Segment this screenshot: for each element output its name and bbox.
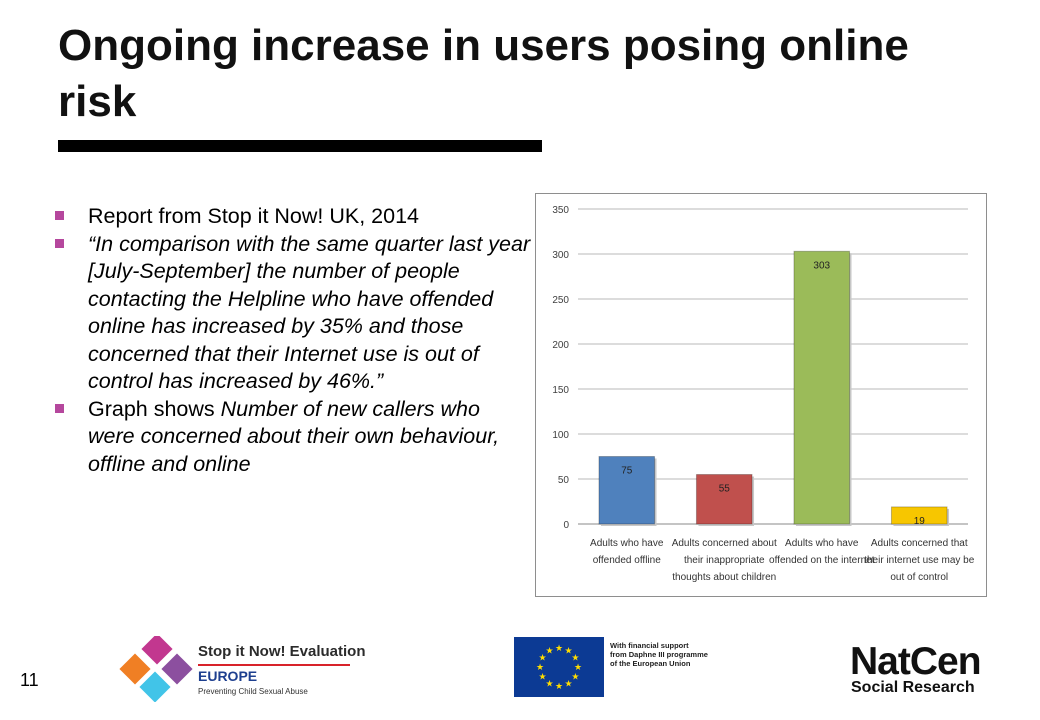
y-tick-label: 150 xyxy=(552,385,569,396)
category-label: offended offline xyxy=(593,555,661,566)
category-label: their internet use may be xyxy=(864,555,974,566)
eu-star-icon: ★ xyxy=(539,672,547,682)
data-label: 55 xyxy=(719,484,731,495)
y-tick-label: 100 xyxy=(552,430,569,441)
eu-star-icon: ★ xyxy=(545,678,553,688)
y-tick-label: 350 xyxy=(552,205,569,216)
bar xyxy=(793,250,851,525)
data-label: 19 xyxy=(914,516,926,527)
category-label: out of control xyxy=(890,572,948,583)
category-label: offended on the internet xyxy=(769,555,875,566)
category-label: Adults concerned that xyxy=(871,538,968,549)
natcen-logo-line1: NatCen xyxy=(850,640,982,683)
stop-logo-rule xyxy=(198,664,350,666)
category-label: Adults who have xyxy=(785,538,859,549)
eu-star-icon: ★ xyxy=(536,662,544,672)
stop-logo-line3: Preventing Child Sexual Abuse xyxy=(198,687,308,696)
eu-text-line: With financial support xyxy=(610,641,689,650)
natcen-logo-line2: Social Research xyxy=(851,679,975,696)
bullet-text: Report from Stop it Now! UK, 2014 xyxy=(88,204,420,228)
chart-svg: 0 50 100 150 200 250 300 350 75 Adults who have of… xyxy=(552,205,974,583)
eu-star-icon: ★ xyxy=(564,646,572,656)
bullet-item: “In comparison with the same quarter las… xyxy=(52,231,532,396)
category-label: thoughts about children xyxy=(672,572,776,583)
eu-star-icon: ★ xyxy=(539,653,547,663)
category-label: their inappropriate xyxy=(684,555,765,566)
bullet-marker-icon xyxy=(55,211,64,220)
slide-title: Ongoing increase in users posing online … xyxy=(58,21,909,126)
eu-star-icon: ★ xyxy=(574,662,582,672)
bullet-text: “In comparison with the same quarter las… xyxy=(88,231,531,394)
eu-logo: ★ ★ ★ ★ ★ ★ ★ ★ ★ ★ ★ ★ With financial support from… xyxy=(514,637,734,701)
data-label: 303 xyxy=(813,260,830,271)
bullet-marker-icon xyxy=(55,403,64,413)
category-label: Adults who have xyxy=(590,538,664,549)
y-tick-label: 0 xyxy=(563,520,569,531)
bar xyxy=(695,474,753,525)
y-tick-label: 50 xyxy=(558,475,570,486)
y-tick-label: 300 xyxy=(552,250,569,261)
y-tick-label: 200 xyxy=(552,340,569,351)
bullet-item: Report from Stop it Now! UK, 2014 xyxy=(52,203,532,231)
data-label: 75 xyxy=(621,466,633,477)
eu-star-icon: ★ xyxy=(571,672,579,682)
natcen-logo: NatCen Social Research xyxy=(850,640,982,700)
bullet-text: Number of new callers who were concerned… xyxy=(88,396,500,476)
eu-text-line: of the European Union xyxy=(610,659,691,668)
bar-chart: 0 50 100 150 200 250 300 350 75 Adults who have of… xyxy=(535,193,987,597)
eu-star-icon: ★ xyxy=(564,678,572,688)
stop-logo-line1: Stop it Now! Evaluation xyxy=(198,643,366,660)
category-label: Adults concerned about xyxy=(672,538,777,549)
eu-star-icon: ★ xyxy=(555,643,563,653)
bullet-marker-icon xyxy=(55,238,64,248)
bar xyxy=(598,456,656,525)
eu-flag-icon: ★ ★ ★ ★ ★ ★ ★ ★ ★ ★ ★ ★ xyxy=(514,637,604,697)
eu-star-icon: ★ xyxy=(555,681,563,691)
eu-support-text: With financial support from Daphne III p… xyxy=(610,641,730,668)
bullet-item: Graph shows Number of new callers who we… xyxy=(52,396,532,479)
bar xyxy=(890,506,948,525)
stop-it-now-logo: Stop it Now! Evaluation EUROPE Preventin… xyxy=(118,633,366,703)
eu-text-line: from Daphne III programme xyxy=(610,650,708,659)
bullet-list: Report from Stop it Now! UK, 2014 “In com… xyxy=(52,203,532,478)
title-underline xyxy=(58,140,542,152)
eu-star-icon: ★ xyxy=(545,646,553,656)
y-tick-label: 250 xyxy=(552,295,569,306)
eu-star-icon: ★ xyxy=(571,653,579,663)
page-number: 11 xyxy=(20,670,39,690)
bullet-text: Graph shows xyxy=(88,396,221,421)
puzzle-logo-icon xyxy=(119,633,193,703)
stop-logo-line2: EUROPE xyxy=(198,668,258,684)
